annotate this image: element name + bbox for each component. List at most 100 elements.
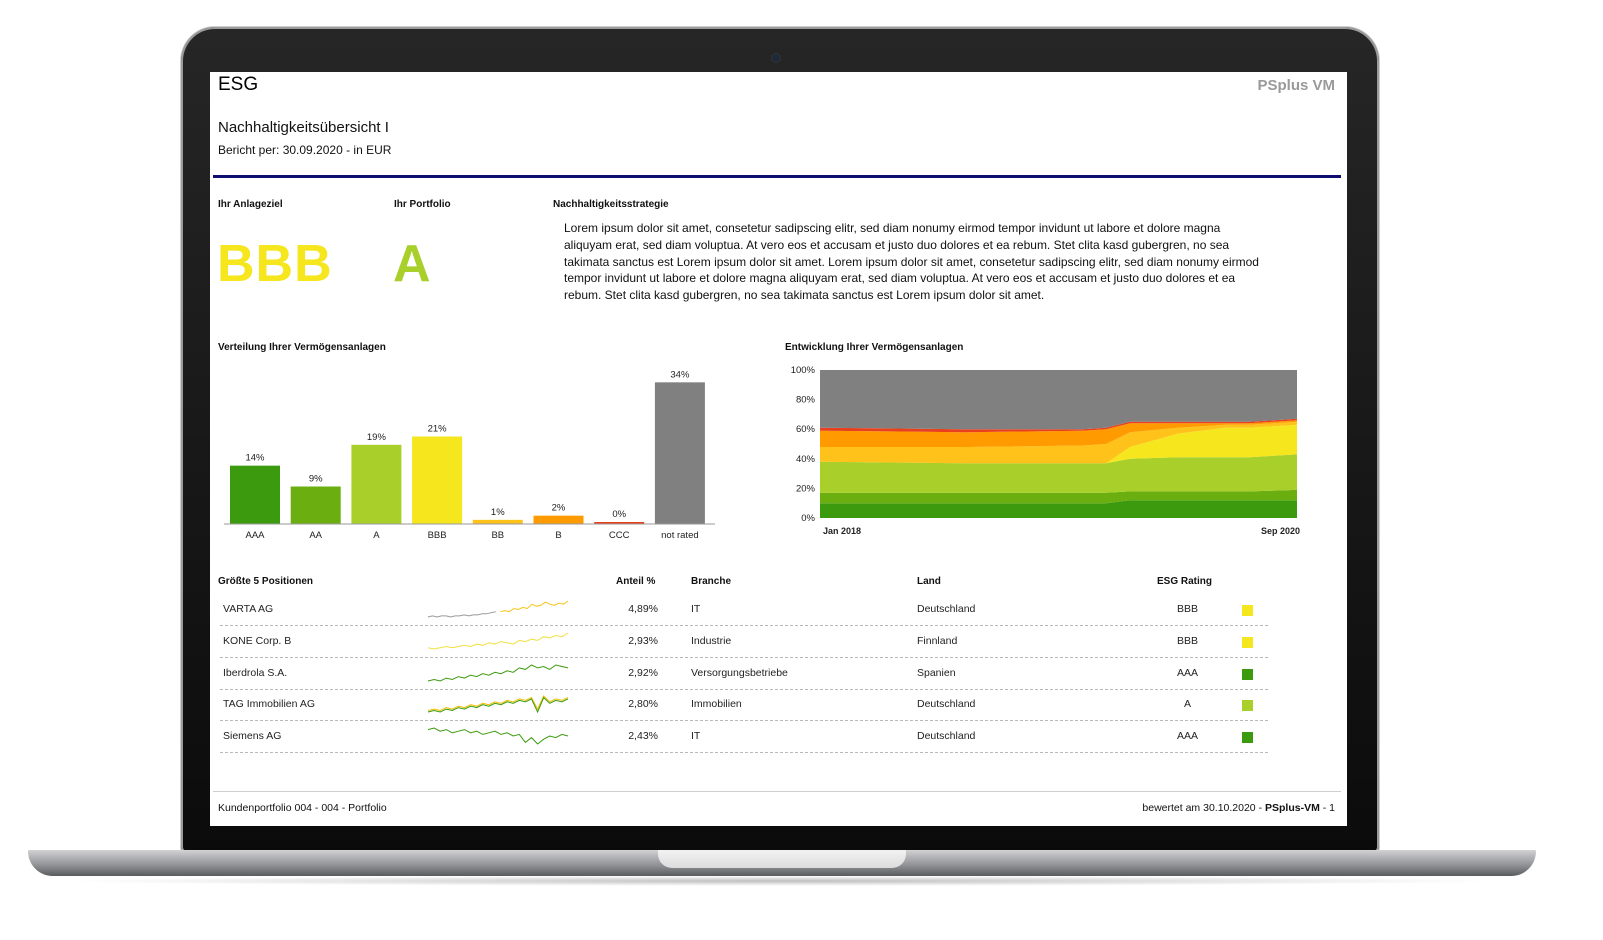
bar-value-label: 9% bbox=[309, 474, 323, 485]
position-name: TAG Immobilien AG bbox=[223, 698, 315, 711]
position-esg-rating: AAA bbox=[1176, 730, 1198, 743]
bar-aa bbox=[290, 486, 341, 524]
footer-brand: PSplus-VM bbox=[1264, 802, 1320, 814]
strategy-text: Lorem ipsum dolor sit amet, consetetur s… bbox=[564, 221, 1259, 303]
row-divider bbox=[220, 656, 1268, 658]
bar-bbb bbox=[412, 436, 463, 524]
area-series-1 bbox=[820, 489, 1297, 504]
position-country: Deutschland bbox=[917, 603, 976, 615]
position-country: Spanien bbox=[917, 666, 956, 679]
position-sparkline bbox=[427, 632, 569, 650]
sparkline-line bbox=[427, 632, 569, 650]
bar-category-label: CCC bbox=[609, 530, 630, 541]
rating-color-swatch bbox=[1242, 700, 1253, 712]
position-sector: IT bbox=[691, 730, 701, 743]
area-y-tick-label: 60% bbox=[796, 424, 816, 435]
position-share: 2,92% bbox=[628, 666, 658, 679]
bar-not-rated bbox=[654, 382, 705, 524]
sparkline-line bbox=[427, 611, 496, 618]
rating-color-swatch bbox=[1242, 732, 1253, 744]
bar-category-label: not rated bbox=[661, 530, 699, 541]
bar-category-label: A bbox=[373, 530, 380, 541]
position-esg-rating: BBB bbox=[1176, 603, 1198, 615]
position-share: 2,93% bbox=[628, 634, 658, 647]
bar-value-label: 2% bbox=[552, 503, 566, 514]
position-share: 2,80% bbox=[628, 698, 658, 711]
col-sector-header: Branche bbox=[691, 576, 732, 587]
positions-title: Größte 5 Positionen bbox=[218, 576, 314, 587]
sparkline-line bbox=[427, 695, 569, 712]
report-screen: ESG PSplus VM Nachhaltigkeitsübersicht I… bbox=[210, 72, 1347, 826]
goal-rating: BBB bbox=[217, 235, 333, 293]
bar-category-label: BBB bbox=[428, 530, 447, 541]
position-sector: Versorgungsbetriebe bbox=[691, 666, 788, 679]
area-series-4 bbox=[820, 421, 1297, 464]
bar-a bbox=[351, 444, 402, 524]
position-name: KONE Corp. B bbox=[223, 634, 292, 647]
footer-page: - 1 bbox=[1319, 802, 1335, 814]
strategy-label: Nachhaltigkeitsstrategie bbox=[553, 199, 669, 210]
area-y-tick-label: 40% bbox=[796, 454, 816, 465]
bar-category-label: AA bbox=[309, 530, 322, 541]
area-y-tick-label: 100% bbox=[791, 365, 816, 376]
distribution-bar-chart: 14% AAA 9% AA 19% A 21% BBB 1% BB 2% B 0% CCC 34% not r… bbox=[224, 369, 715, 541]
header-divider bbox=[213, 175, 1341, 178]
bar-value-label: 0% bbox=[612, 509, 626, 520]
bar-value-label: 19% bbox=[367, 432, 387, 443]
position-esg-rating: AAA bbox=[1176, 666, 1198, 679]
section-title: ESG bbox=[218, 74, 259, 95]
sparkline-line bbox=[427, 727, 569, 745]
area-y-tick-label: 20% bbox=[796, 483, 816, 494]
col-share-header: Anteil % bbox=[616, 576, 656, 587]
bar-chart-title: Verteilung Ihrer Vermögensanlagen bbox=[218, 342, 386, 353]
bar-aaa bbox=[230, 465, 280, 524]
bar-value-label: 34% bbox=[670, 369, 690, 380]
bar-b bbox=[533, 515, 584, 524]
area-series-3 bbox=[820, 424, 1297, 464]
footer-rated-date: bewertet am 30.10.2020 - bbox=[1142, 802, 1265, 814]
area-series-7 bbox=[820, 370, 1297, 430]
development-area-chart: 0% 20% 40% 60% 80% 100% Jan 2018 Sep 2020 bbox=[791, 365, 1300, 536]
area-series-0 bbox=[820, 500, 1297, 518]
position-sparkline bbox=[427, 695, 569, 714]
area-x-end-label: Sep 2020 bbox=[1261, 526, 1300, 536]
bar-category-label: AAA bbox=[245, 530, 265, 541]
area-chart-title: Entwicklung Ihrer Vermögensanlagen bbox=[785, 342, 964, 353]
position-sparkline bbox=[427, 727, 569, 745]
position-sector: IT bbox=[691, 603, 701, 615]
camera-icon bbox=[772, 54, 780, 62]
laptop-notch bbox=[658, 850, 906, 868]
position-esg-rating: BBB bbox=[1176, 634, 1198, 647]
position-share: 2,43% bbox=[628, 730, 658, 743]
position-sector: Industrie bbox=[691, 634, 732, 647]
position-country: Finnland bbox=[917, 634, 958, 647]
sparkline-line bbox=[500, 600, 569, 613]
area-y-tick-label: 0% bbox=[801, 513, 815, 524]
bar-value-label: 14% bbox=[245, 453, 265, 464]
rating-color-swatch bbox=[1242, 605, 1253, 616]
bar-category-label: B bbox=[555, 530, 561, 541]
area-y-tick-label: 80% bbox=[796, 395, 816, 406]
page-title: Nachhaltigkeitsübersicht I bbox=[218, 119, 389, 136]
area-series-6 bbox=[820, 418, 1297, 433]
footer-divider bbox=[213, 791, 1341, 792]
row-divider bbox=[220, 752, 1268, 754]
row-divider bbox=[220, 720, 1268, 722]
rating-color-swatch bbox=[1242, 668, 1253, 680]
rating-color-swatch bbox=[1242, 636, 1253, 648]
position-esg-rating: A bbox=[1183, 698, 1191, 711]
footer-portfolio: Kundenportfolio 004 - 004 - Portfolio bbox=[218, 802, 387, 814]
bar-category-label: BB bbox=[491, 530, 504, 541]
bar-value-label: 21% bbox=[428, 424, 448, 435]
position-sparkline bbox=[427, 664, 569, 682]
position-sector: Immobilien bbox=[691, 698, 742, 711]
col-country-header: Land bbox=[917, 576, 941, 587]
position-share: 4,89% bbox=[628, 603, 658, 615]
area-x-start-label: Jan 2018 bbox=[823, 526, 861, 536]
sparkline-line bbox=[427, 664, 569, 682]
col-rating-header: ESG Rating bbox=[1157, 576, 1213, 587]
row-divider bbox=[220, 625, 1268, 626]
position-country: Deutschland bbox=[917, 698, 976, 711]
area-series-5 bbox=[820, 420, 1297, 447]
position-sparkline bbox=[427, 600, 569, 618]
